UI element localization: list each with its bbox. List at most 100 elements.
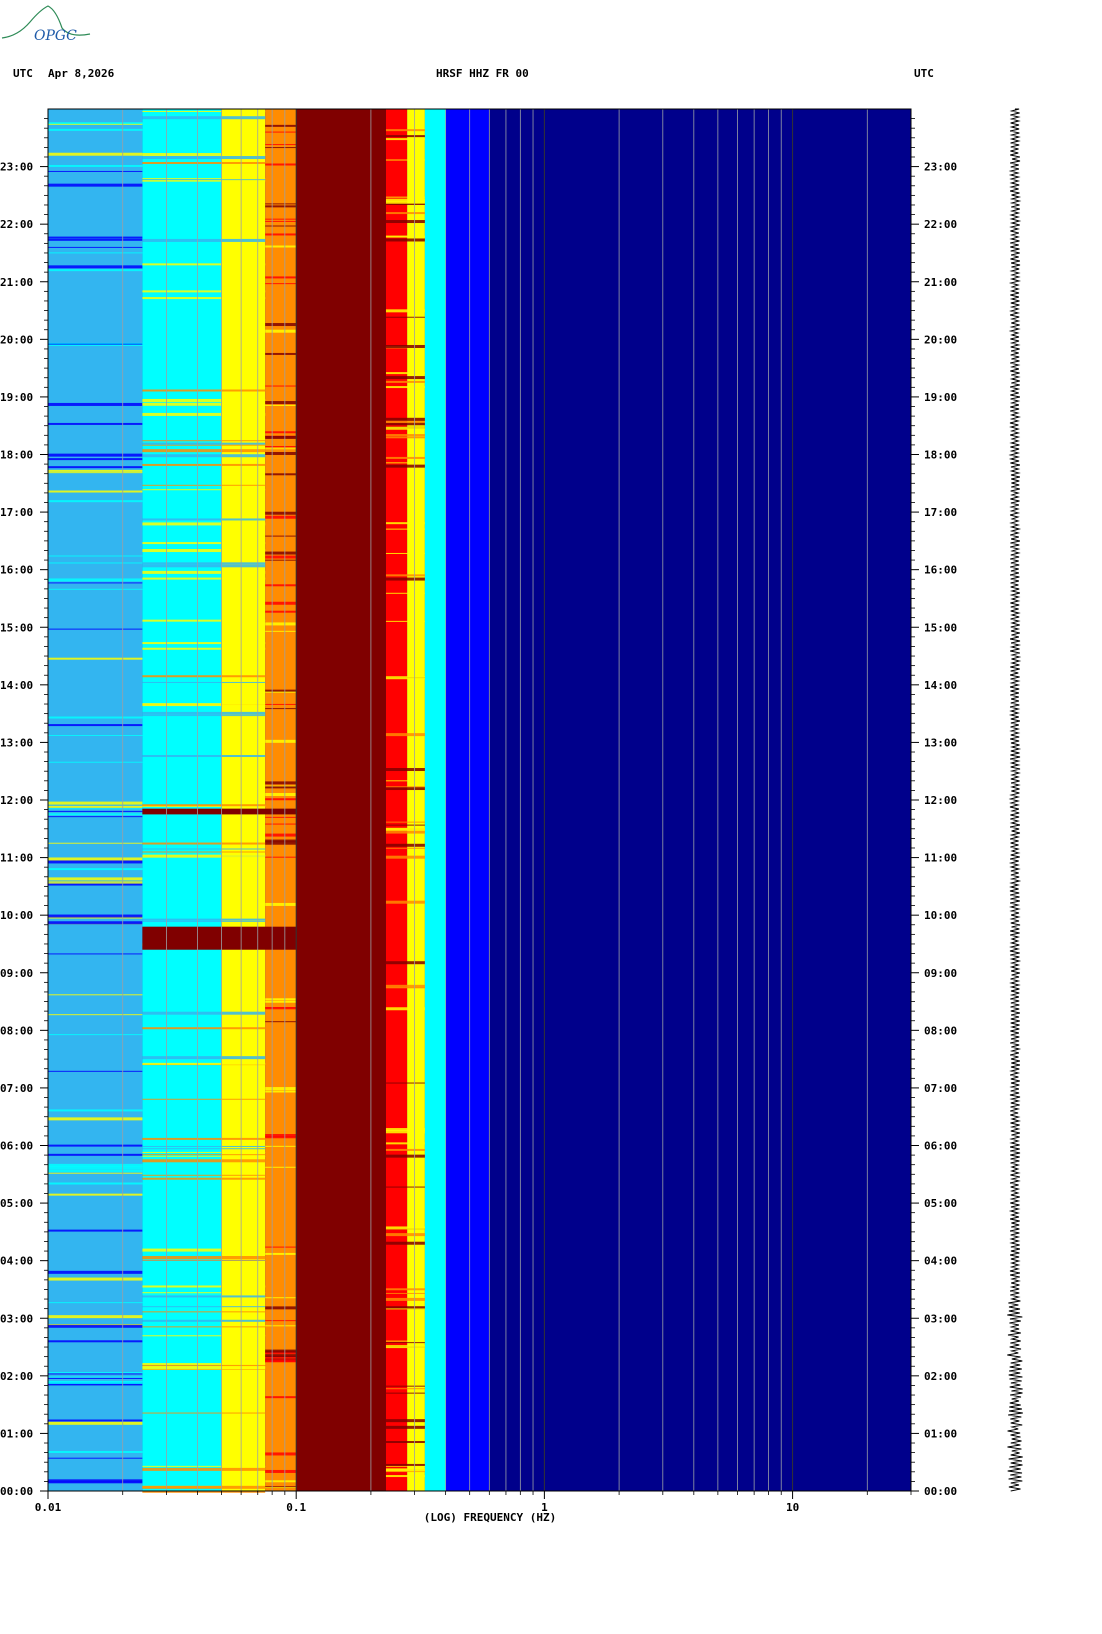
streak-2-33 bbox=[265, 1396, 297, 1399]
streak-3-21 bbox=[385, 426, 425, 430]
streak-1-47 bbox=[142, 804, 266, 807]
streak-3-67 bbox=[385, 1419, 425, 1423]
streak-0-33 bbox=[48, 842, 143, 844]
streak-2-48 bbox=[265, 708, 297, 710]
y-tick-label-right: 04:00 bbox=[924, 1255, 957, 1268]
streak-0-11 bbox=[48, 128, 143, 131]
streak-2-55 bbox=[265, 203, 297, 205]
streak-3-50 bbox=[385, 824, 425, 826]
streak-2-1 bbox=[265, 1246, 297, 1248]
streak-2-87 bbox=[265, 352, 297, 355]
streak-0-53 bbox=[48, 238, 143, 241]
streak-0-79 bbox=[48, 1182, 143, 1185]
streak-1-17 bbox=[142, 577, 266, 580]
streak-1-87 bbox=[142, 1285, 266, 1288]
streak-3-7 bbox=[385, 1388, 425, 1390]
streak-0-20 bbox=[48, 170, 143, 172]
streak-1-86 bbox=[142, 842, 266, 845]
streak-3-17 bbox=[385, 900, 425, 904]
streak-2-58 bbox=[265, 841, 297, 843]
streak-1-14 bbox=[142, 851, 266, 853]
y-tick-label-right: 08:00 bbox=[924, 1024, 957, 1037]
y-tick-label-left: 00:00 bbox=[0, 1485, 33, 1498]
streak-3-62 bbox=[385, 592, 425, 594]
streak-0-47 bbox=[48, 469, 143, 472]
y-tick-label-right: 01:00 bbox=[924, 1427, 957, 1440]
streak-3-16 bbox=[385, 1142, 425, 1145]
streak-0-89 bbox=[48, 1270, 143, 1274]
x-tick-label: 1 bbox=[541, 1501, 548, 1514]
streak-2-42 bbox=[265, 689, 297, 692]
streak-3-73 bbox=[385, 1226, 425, 1230]
streak-1-67 bbox=[142, 1326, 266, 1328]
streak-2-45 bbox=[265, 511, 297, 515]
streak-1-62 bbox=[142, 1306, 266, 1308]
streak-3-80 bbox=[385, 417, 425, 421]
streak-0-49 bbox=[48, 994, 143, 996]
streak-3-78 bbox=[385, 386, 425, 389]
streak-2-47 bbox=[265, 793, 297, 797]
streak-3-40 bbox=[385, 1292, 425, 1294]
streak-2-85 bbox=[265, 276, 297, 279]
streak-3-49 bbox=[385, 1306, 425, 1310]
streak-2-67 bbox=[265, 163, 297, 166]
streak-0-87 bbox=[48, 490, 143, 493]
streak-0-42 bbox=[48, 1172, 143, 1174]
streak-0-6 bbox=[48, 716, 143, 719]
streak-0-65 bbox=[48, 122, 143, 125]
streak-1-45 bbox=[142, 1098, 266, 1100]
streak-3-44 bbox=[385, 422, 425, 426]
streak-0-73 bbox=[48, 914, 143, 918]
y-tick-label-right: 11:00 bbox=[924, 852, 957, 865]
streak-0-40 bbox=[48, 808, 143, 810]
streak-3-26 bbox=[385, 1288, 425, 1291]
streak-1-37 bbox=[142, 562, 266, 565]
streak-3-81 bbox=[385, 380, 425, 383]
event-band-0 bbox=[142, 926, 297, 950]
streak-3-25 bbox=[385, 464, 425, 468]
streak-3-39 bbox=[385, 309, 425, 313]
streak-1-60 bbox=[142, 1159, 266, 1163]
streak-0-5 bbox=[48, 1166, 143, 1170]
streak-3-86 bbox=[385, 129, 425, 132]
y-tick-label-right: 17:00 bbox=[924, 506, 957, 519]
streak-2-56 bbox=[265, 144, 297, 146]
streak-0-35 bbox=[48, 1277, 143, 1281]
streak-1-75 bbox=[142, 1248, 266, 1252]
streak-2-71 bbox=[265, 559, 297, 561]
y-tick-label-left: 11:00 bbox=[0, 852, 33, 865]
streak-1-0 bbox=[142, 398, 266, 402]
y-tick-label-right: 15:00 bbox=[924, 621, 957, 634]
streak-0-86 bbox=[48, 1371, 143, 1373]
y-tick-label-left: 19:00 bbox=[0, 391, 33, 404]
station-label: HRSF HHZ FR 00 bbox=[436, 67, 529, 80]
y-tick-label-right: 23:00 bbox=[924, 161, 957, 174]
y-tick-label-right: 02:00 bbox=[924, 1370, 957, 1383]
streak-2-79 bbox=[265, 584, 297, 587]
y-tick-label-left: 14:00 bbox=[0, 679, 33, 692]
streak-1-85 bbox=[142, 402, 266, 406]
y-tick-label-right: 19:00 bbox=[924, 391, 957, 404]
streak-0-4 bbox=[48, 582, 143, 584]
streak-0-13 bbox=[48, 422, 143, 425]
streak-0-72 bbox=[48, 343, 143, 345]
streak-0-50 bbox=[48, 1376, 143, 1378]
streak-2-31 bbox=[265, 283, 297, 285]
streak-3-84 bbox=[385, 1441, 425, 1444]
streak-2-65 bbox=[265, 1136, 297, 1139]
streak-0-68 bbox=[48, 164, 143, 167]
streak-2-10 bbox=[265, 1000, 297, 1003]
streak-1-24 bbox=[142, 703, 266, 707]
spectral-band-8 bbox=[445, 109, 490, 1491]
y-tick-label-left: 17:00 bbox=[0, 506, 33, 519]
streak-1-31 bbox=[142, 755, 266, 758]
streak-1-23 bbox=[142, 116, 266, 120]
streak-2-61 bbox=[265, 816, 297, 818]
streak-1-38 bbox=[142, 848, 266, 850]
streak-1-52 bbox=[142, 238, 266, 242]
streak-1-25 bbox=[142, 1062, 266, 1065]
streak-2-4 bbox=[265, 329, 297, 333]
streak-0-41 bbox=[48, 816, 143, 818]
streak-2-9 bbox=[265, 401, 297, 405]
streak-0-48 bbox=[48, 500, 143, 503]
